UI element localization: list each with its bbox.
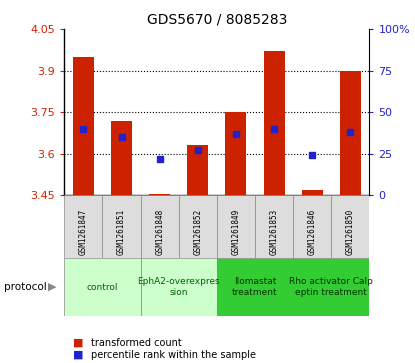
Text: ■: ■ xyxy=(73,350,83,360)
Text: transformed count: transformed count xyxy=(91,338,182,348)
Text: ■: ■ xyxy=(73,338,83,348)
FancyBboxPatch shape xyxy=(141,258,217,316)
FancyBboxPatch shape xyxy=(217,195,255,258)
FancyBboxPatch shape xyxy=(179,195,217,258)
Text: ▶: ▶ xyxy=(48,282,56,292)
FancyBboxPatch shape xyxy=(217,258,293,316)
Bar xyxy=(302,190,322,195)
Text: Rho activator Calp
eptin treatment: Rho activator Calp eptin treatment xyxy=(289,277,373,297)
Title: GDS5670 / 8085283: GDS5670 / 8085283 xyxy=(146,12,287,26)
Text: protocol: protocol xyxy=(4,282,47,292)
Text: GSM1261851: GSM1261851 xyxy=(117,209,126,255)
Text: EphA2-overexpres
sion: EphA2-overexpres sion xyxy=(137,277,220,297)
FancyBboxPatch shape xyxy=(141,195,179,258)
Text: GSM1261853: GSM1261853 xyxy=(269,209,278,255)
Text: GSM1261847: GSM1261847 xyxy=(79,209,88,255)
Bar xyxy=(225,112,247,195)
Text: percentile rank within the sample: percentile rank within the sample xyxy=(91,350,256,360)
Bar xyxy=(111,121,132,195)
FancyBboxPatch shape xyxy=(64,195,103,258)
Bar xyxy=(340,71,361,195)
Bar xyxy=(187,146,208,195)
Text: control: control xyxy=(87,283,118,291)
FancyBboxPatch shape xyxy=(255,195,293,258)
Text: GSM1261846: GSM1261846 xyxy=(308,209,317,255)
Text: GSM1261848: GSM1261848 xyxy=(155,209,164,255)
FancyBboxPatch shape xyxy=(103,195,141,258)
Bar xyxy=(264,51,285,195)
Bar xyxy=(73,57,94,195)
FancyBboxPatch shape xyxy=(293,258,369,316)
FancyBboxPatch shape xyxy=(64,258,141,316)
Text: GSM1261850: GSM1261850 xyxy=(346,209,355,255)
Text: GSM1261852: GSM1261852 xyxy=(193,209,202,255)
Bar xyxy=(149,194,170,195)
FancyBboxPatch shape xyxy=(293,195,331,258)
FancyBboxPatch shape xyxy=(331,195,369,258)
Text: llomastat
treatment: llomastat treatment xyxy=(232,277,278,297)
Text: GSM1261849: GSM1261849 xyxy=(232,209,240,255)
